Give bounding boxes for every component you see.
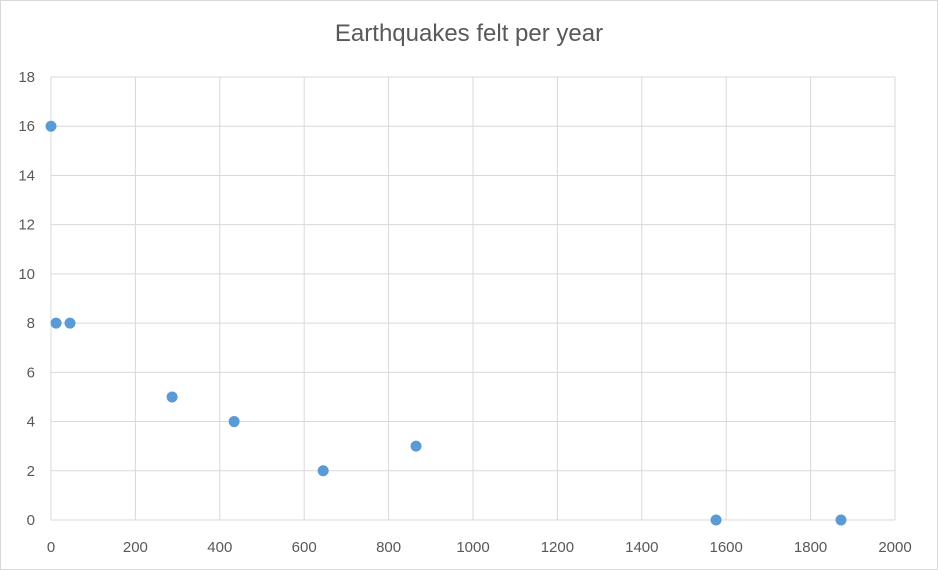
x-tick-label: 1600 [710, 539, 743, 556]
x-tick-label: 1800 [794, 539, 827, 556]
gridlines [50, 76, 896, 521]
data-point [835, 514, 847, 526]
x-tick-label: 2000 [878, 539, 911, 556]
y-tick-label: 2 [27, 463, 35, 480]
x-tick-label: 400 [207, 539, 232, 556]
x-tick-label: 0 [47, 539, 55, 556]
x-tick-label: 800 [376, 539, 401, 556]
x-tick-label: 1200 [541, 539, 574, 556]
x-tick-label: 1400 [625, 539, 658, 556]
y-tick-label: 16 [18, 118, 35, 135]
data-point [710, 514, 722, 526]
data-point [410, 440, 422, 452]
y-tick-label: 12 [18, 217, 35, 234]
y-tick-label: 14 [18, 167, 35, 184]
data-point [64, 317, 76, 329]
x-tick-label: 1000 [456, 539, 489, 556]
data-point [50, 317, 62, 329]
data-point [317, 465, 329, 477]
x-tick-label: 600 [292, 539, 317, 556]
y-tick-label: 10 [18, 266, 35, 283]
y-tick-label: 8 [27, 315, 35, 332]
chart-title: Earthquakes felt per year [334, 20, 604, 47]
data-point [166, 391, 178, 403]
y-tick-label: 4 [27, 414, 35, 431]
data-points [45, 120, 847, 526]
data-point [228, 416, 240, 428]
data-point [45, 120, 57, 132]
y-tick-label: 18 [18, 69, 35, 86]
x-tick-label: 200 [123, 539, 148, 556]
y-tick-label: 0 [27, 512, 35, 529]
y-tick-label: 6 [27, 364, 35, 381]
tick-labels: 0 2 4 6 8 10 12 14 16 18 0 200 400 600 800 1000 1200 1400… [18, 69, 911, 556]
